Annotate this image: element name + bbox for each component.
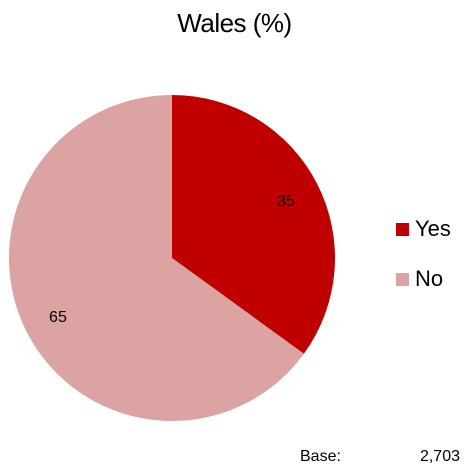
pie-slice-no <box>8 95 304 421</box>
base-label: Base: <box>300 448 341 465</box>
chart-title: Wales (%) <box>177 8 292 38</box>
legend-label-no: No <box>415 266 444 291</box>
base-value: 2,703 <box>419 448 460 465</box>
legend-item-no: No <box>396 266 451 292</box>
legend-item-yes: Yes <box>396 216 451 242</box>
legend-swatch-no <box>396 272 409 286</box>
data-label-yes: 35 <box>277 193 295 210</box>
pie-slice-yes <box>172 95 335 354</box>
legend-label-yes: Yes <box>415 216 451 241</box>
legend-swatch-yes <box>396 222 409 236</box>
data-label-no: 65 <box>49 309 67 326</box>
legend: Yes No <box>396 216 451 316</box>
